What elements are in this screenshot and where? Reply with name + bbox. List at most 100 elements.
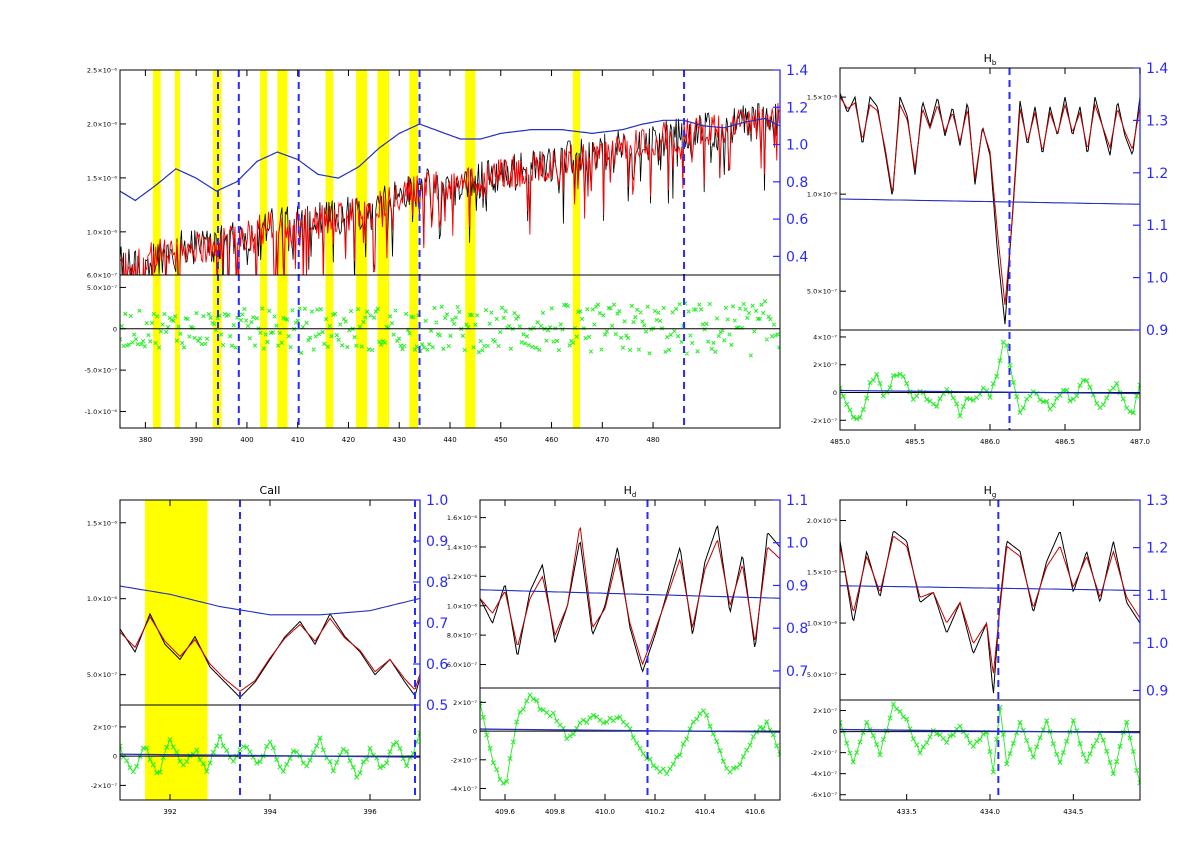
right-tick-label: 1.0: [1146, 271, 1168, 287]
model-spectrum-line: [120, 102, 780, 275]
panel-title-main: H: [984, 484, 992, 497]
panel-title-main: H: [624, 484, 632, 497]
residual-y-tick-label: -2×10⁻⁷: [811, 417, 838, 425]
residual-y-tick-label: 2×10⁻⁷: [813, 707, 837, 715]
y-tick-label: 1.5×10⁻⁶: [807, 94, 837, 102]
right-tick-label: 1.1: [1146, 218, 1168, 234]
x-tick-label: 410.4: [695, 808, 716, 816]
x-tick-label: 396: [363, 808, 377, 816]
top-plot-area: [840, 530, 1140, 694]
residual-y-tick-label: 2×10⁻⁷: [813, 361, 837, 369]
x-tick-label: 394: [263, 808, 277, 816]
panel-title-subscript: d: [632, 491, 636, 499]
y-tick-label: 2.0×10⁻⁶: [807, 517, 837, 525]
panel-h-gamma: 433.5 434.0 434.5 5.0×10⁻⁷ 1.0×10⁻⁶ 1.5×10⁻⁶ 2…: [807, 484, 1168, 816]
x-tick-label: 410: [291, 436, 304, 444]
right-tick-label: 0.9: [1146, 683, 1168, 699]
y-tick-label: 1.4×10⁻⁶: [447, 544, 477, 552]
observed-spectrum-line: [480, 525, 780, 673]
observed-spectrum-line: [120, 612, 420, 699]
observed-spectrum-line: [840, 530, 1140, 694]
x-tick-label: 480: [646, 436, 659, 444]
residual-markers: [480, 692, 780, 786]
x-tick-label: 486.5: [1055, 438, 1075, 446]
panel-full-spectrum: 380 390 400 410 420 430 440 450 460 470 480 6.0×10⁻…: [85, 63, 809, 444]
x-tick-label: 440: [443, 436, 456, 444]
right-tick-label: 1.0: [786, 536, 808, 552]
right-tick-label: 1.4: [786, 63, 808, 79]
residual-mean-line: [479, 728, 781, 733]
panel-h-delta: 409.6 409.8 410.0 410.2 410.4 410.6 6.0×10⁻⁷ 8.…: [447, 484, 808, 816]
residual-y-tick-label: -2×10⁻⁷: [451, 756, 478, 764]
x-tick-label: 434.5: [1063, 808, 1083, 816]
right-tick-label: 1.1: [786, 493, 808, 509]
right-tick-label: 0.4: [786, 249, 808, 265]
right-tick-label: 1.3: [1146, 493, 1168, 509]
right-tick-label: 0.9: [426, 534, 448, 550]
right-tick-label: 0.6: [426, 657, 448, 673]
residual-line: [840, 702, 1140, 783]
y-tick-label: 5.0×10⁻⁷: [807, 288, 837, 296]
y-tick-label: 1.2×10⁻⁶: [447, 573, 477, 581]
x-tick-label: 434.0: [980, 808, 1000, 816]
y-tick-label: 1.5×10⁻⁶: [807, 568, 837, 576]
residual-y-tick-label: 5.0×10⁻⁷: [87, 284, 117, 292]
x-tick-label: 380: [139, 436, 152, 444]
residual-plot-area: [480, 692, 780, 786]
panel-title-subscript: b: [992, 59, 997, 67]
residual-y-tick-label: -2×10⁻⁷: [811, 749, 838, 757]
masked-region-7: [377, 70, 390, 428]
continuum-line: [120, 585, 420, 616]
model-spectrum-line: [840, 536, 1140, 674]
right-tick-label: 0.5: [426, 698, 448, 714]
x-tick-label: 390: [189, 436, 202, 444]
residual-y-tick-label: -5.0×10⁻⁷: [85, 367, 118, 375]
residual-mean-line: [119, 753, 421, 758]
right-tick-label: 0.8: [426, 575, 448, 591]
right-tick-label: 1.0: [1146, 636, 1168, 652]
right-tick-label: 0.8: [786, 175, 808, 191]
right-tick-label: 0.8: [786, 621, 808, 637]
right-tick-label: 1.1: [1146, 588, 1168, 604]
panel-title-main: CaII: [260, 484, 281, 497]
y-tick-label: 1.0×10⁻⁶: [87, 228, 117, 236]
residual-y-tick-label: -4×10⁻⁷: [811, 770, 838, 778]
residual-plot-area: [840, 339, 1140, 422]
residual-y-tick-label: -4×10⁻⁷: [451, 785, 478, 793]
x-tick-label: 392: [163, 808, 176, 816]
y-tick-label: 1.5×10⁻⁶: [87, 519, 117, 527]
x-tick-label: 470: [596, 436, 609, 444]
continuum-line: [840, 585, 1140, 592]
y-tick-label: 2.0×10⁻⁶: [87, 120, 117, 128]
y-tick-label: 2.5×10⁻⁶: [87, 67, 117, 75]
residual-y-tick-label: 0: [833, 728, 837, 736]
y-tick-label: 5.0×10⁻⁷: [807, 671, 837, 679]
residual-y-tick-label: 0: [113, 753, 117, 761]
residual-y-tick-label: -6×10⁻⁷: [811, 791, 838, 799]
residual-mean-line: [839, 728, 1141, 734]
top-plot-area: [120, 102, 780, 275]
continuum-line: [840, 198, 1140, 205]
x-tick-label: 485.5: [905, 438, 925, 446]
x-tick-label: 433.5: [897, 808, 917, 816]
residual-markers: [840, 701, 1140, 786]
y-tick-label: 5.0×10⁻⁷: [87, 671, 117, 679]
x-tick-label: 487.0: [1130, 438, 1150, 446]
panel-frame: [479, 499, 781, 801]
continuum-line: [120, 117, 780, 202]
x-tick-label: 420: [342, 436, 355, 444]
y-tick-label: 1.5×10⁻⁶: [87, 174, 117, 182]
residual-markers: [120, 299, 780, 358]
y-tick-label: 1.0×10⁻⁶: [807, 620, 837, 628]
panel-title: Hd: [624, 484, 637, 499]
residual-plot-area: [120, 730, 420, 780]
x-tick-label: 450: [494, 436, 507, 444]
right-tick-label: 0.6: [786, 212, 808, 228]
model-spectrum-line: [840, 96, 1140, 305]
masked-region-3: [260, 70, 268, 428]
right-tick-label: 1.3: [1146, 113, 1168, 129]
x-tick-label: 485.0: [830, 438, 850, 446]
right-tick-label: 0.7: [426, 616, 448, 632]
top-plot-area: [840, 93, 1140, 325]
